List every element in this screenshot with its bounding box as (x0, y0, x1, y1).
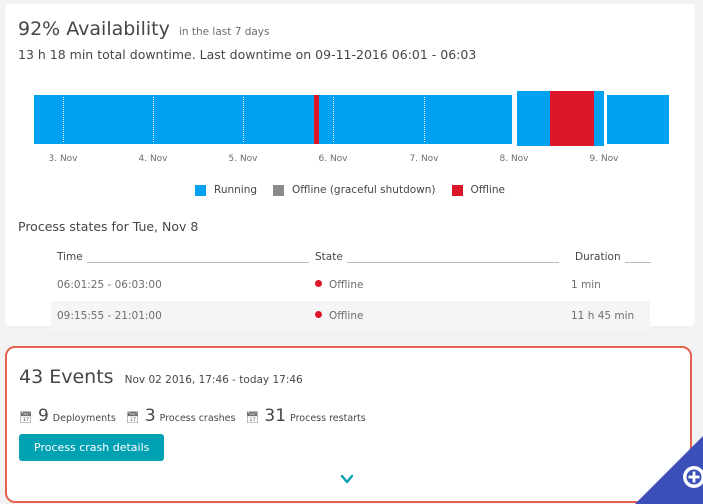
legend-label: Offline (graceful shutdown) (292, 184, 436, 196)
legend-label: Offline (470, 184, 505, 196)
timeline-legend: Running Offline (graceful shutdown) Offl… (195, 184, 521, 196)
graceful-shutdown-swatch-icon (273, 184, 285, 196)
state-label: Offline (329, 310, 364, 322)
day-divider (424, 97, 425, 142)
availability-card: 92% Availability in the last 7 days 13 h… (5, 4, 695, 332)
availability-subtitle: in the last 7 days (178, 26, 270, 38)
day-divider (333, 97, 334, 142)
availability-title: 92% Availability (18, 18, 170, 40)
row-duration: 11 h 45 min (571, 310, 635, 322)
process-crash-details-button[interactable]: Process crash details (19, 434, 165, 461)
day-divider (243, 97, 244, 142)
process-states-table: Time State Duration 06:01:25 - 06:03:00 … (51, 250, 651, 332)
timeline-segment-offline[interactable] (550, 91, 594, 146)
stat-process-crashes: 📅︎ 3 Process crashes (126, 406, 236, 426)
events-range: Nov 02 2016, 17:46 - today 17:46 (124, 374, 303, 386)
calendar-icon: 📅︎ (125, 411, 140, 424)
table-row[interactable]: 06:01:25 - 06:03:00 Offline 1 min (51, 270, 650, 301)
legend-running: Running (195, 184, 257, 196)
events-title: 43 Events (19, 366, 114, 388)
row-time: 06:01:25 - 06:03:00 (57, 279, 162, 291)
day-divider (63, 97, 64, 142)
legend-offline: Offline (451, 184, 505, 196)
timeline-segment-running[interactable] (594, 91, 604, 146)
header-rule (624, 261, 651, 263)
column-header-duration[interactable]: Duration (575, 251, 651, 263)
tick-label: 3. Nov (48, 154, 78, 164)
header-rule (346, 261, 559, 263)
row-state: Offline (315, 310, 363, 322)
add-widget-icon[interactable] (635, 436, 703, 504)
running-swatch-icon (195, 184, 206, 196)
stat-count: 9 (37, 406, 49, 426)
state-label: Offline (329, 279, 364, 291)
column-header-time[interactable]: Time (57, 251, 309, 263)
timeline-segment-offline[interactable] (314, 95, 319, 144)
tick-label: 4. Nov (138, 154, 168, 164)
stat-label: Process crashes (159, 413, 236, 424)
offline-dot-icon (315, 280, 322, 287)
stat-count: 3 (144, 406, 156, 426)
row-time: 09:15:55 - 21:01:00 (57, 310, 162, 322)
row-state: Offline (315, 279, 363, 291)
process-states-title: Process states for Tue, Nov 8 (18, 219, 199, 234)
timeline-axis: 3. Nov 4. Nov 5. Nov 6. Nov 7. Nov 8. No… (34, 154, 669, 168)
stat-process-restarts: 📅︎ 31 Process restarts (245, 406, 365, 426)
legend-offline-graceful: Offline (graceful shutdown) (273, 184, 436, 196)
tick-label: 5. Nov (228, 154, 258, 164)
stat-label: Deployments (52, 413, 116, 424)
legend-label: Running (214, 184, 258, 196)
column-header-state[interactable]: State (315, 251, 559, 263)
availability-header: 92% Availability in the last 7 days (18, 18, 270, 40)
stat-label: Process restarts (290, 413, 366, 424)
table-header: Time State Duration (51, 250, 651, 270)
column-label: Duration (575, 251, 621, 263)
header-rule (86, 261, 309, 263)
tick-label: 8. Nov (499, 154, 529, 164)
event-stats: 📅︎ 9 Deployments 📅︎ 3 Process crashes 📅︎… (19, 406, 376, 426)
tick-label: 9. Nov (589, 154, 619, 164)
downtime-summary: 13 h 18 min total downtime. Last downtim… (18, 47, 477, 62)
offline-dot-icon (315, 311, 322, 318)
row-duration: 1 min (571, 279, 601, 291)
tick-label: 7. Nov (409, 154, 439, 164)
day-divider (153, 97, 154, 142)
table-row[interactable]: 09:15:55 - 21:01:00 Offline 11 h 45 min (51, 301, 650, 332)
events-header: 43 Events Nov 02 2016, 17:46 - today 17:… (19, 366, 303, 388)
column-label: Time (57, 251, 83, 263)
stat-deployments: 📅︎ 9 Deployments (19, 406, 116, 426)
timeline-segment-running[interactable] (34, 95, 314, 144)
calendar-icon: 📅︎ (245, 411, 260, 424)
events-card: 43 Events Nov 02 2016, 17:46 - today 17:… (5, 346, 692, 503)
chevron-down-icon[interactable] (340, 472, 354, 486)
column-label: State (315, 251, 343, 263)
tick-label: 6. Nov (318, 154, 348, 164)
timeline-segment-running[interactable] (517, 91, 550, 146)
offline-swatch-icon (451, 184, 463, 196)
stat-count: 31 (264, 406, 287, 426)
calendar-icon: 📅︎ (19, 411, 33, 424)
availability-timeline[interactable] (34, 91, 669, 146)
timeline-segment-running[interactable] (319, 95, 512, 144)
timeline-segment-running[interactable] (607, 95, 669, 144)
